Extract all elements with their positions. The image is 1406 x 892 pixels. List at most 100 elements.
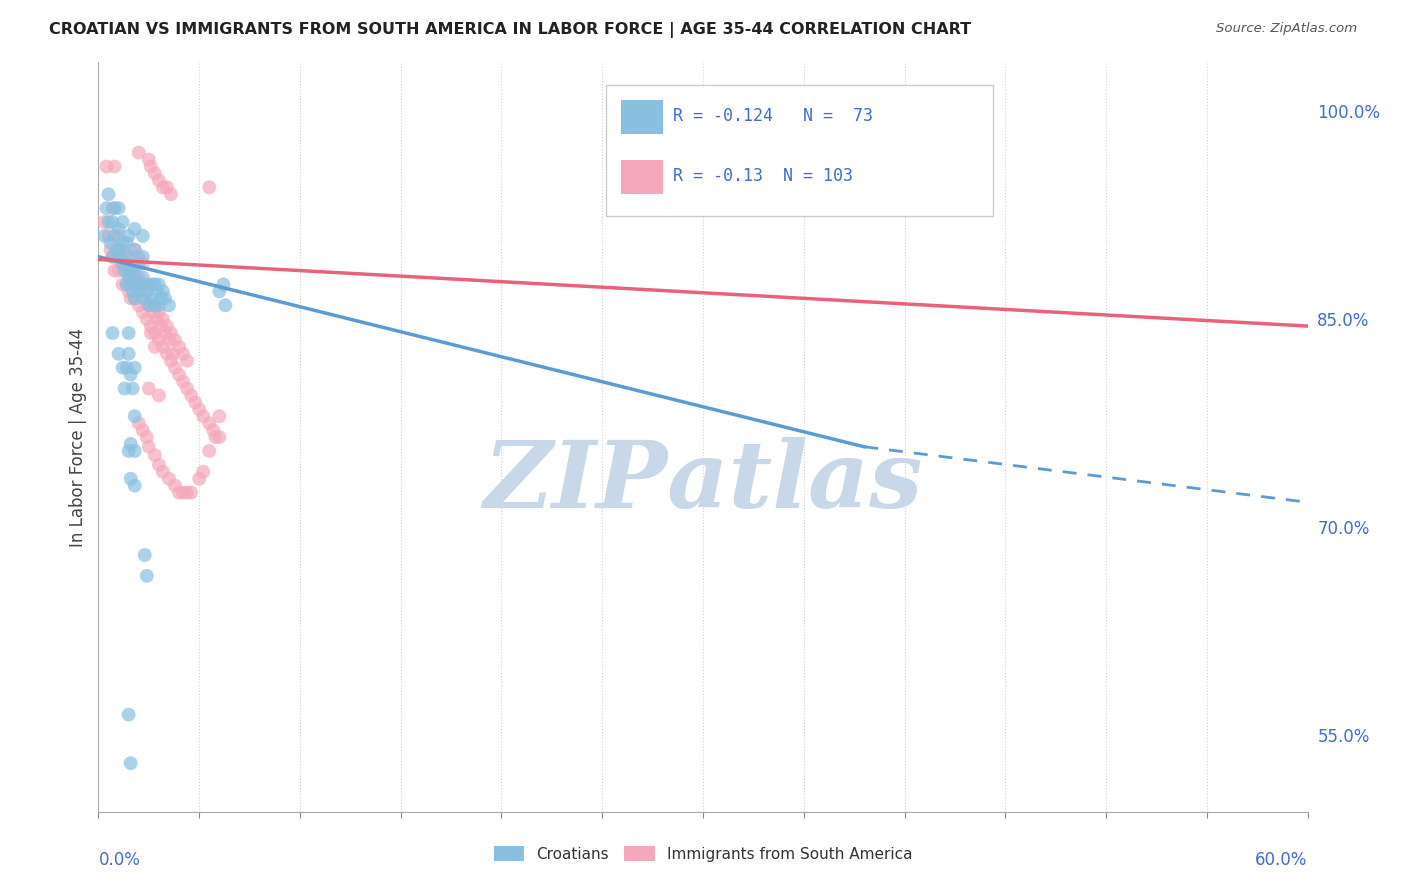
Point <box>103 160 125 174</box>
Point <box>115 277 138 292</box>
Point <box>167 368 190 382</box>
Point <box>163 478 186 492</box>
Point <box>153 291 176 305</box>
Point <box>138 382 160 396</box>
Point <box>139 291 162 305</box>
Point <box>143 277 166 292</box>
Point <box>135 285 157 299</box>
Point <box>120 291 142 305</box>
Bar <box>621 100 664 134</box>
Point <box>118 707 141 722</box>
Point <box>176 353 198 368</box>
Point <box>162 347 184 361</box>
Point <box>93 215 115 229</box>
Point <box>138 298 160 312</box>
Point <box>120 263 142 277</box>
Point <box>129 277 152 292</box>
Point <box>125 277 148 292</box>
Point <box>93 228 115 243</box>
Point <box>118 270 141 285</box>
Point <box>120 472 142 486</box>
Point <box>107 201 129 215</box>
Point <box>167 340 190 354</box>
Point <box>143 166 166 180</box>
Point <box>97 187 120 202</box>
Point <box>193 465 215 479</box>
Point <box>152 465 174 479</box>
Point <box>111 250 134 264</box>
Point <box>118 285 141 299</box>
Point <box>128 257 150 271</box>
Point <box>208 409 231 424</box>
Point <box>100 243 122 257</box>
Point <box>111 277 134 292</box>
Point <box>97 215 120 229</box>
Point <box>118 444 141 458</box>
Point <box>124 222 146 236</box>
Point <box>139 319 162 334</box>
Point <box>124 409 146 424</box>
Point <box>101 250 124 264</box>
Point <box>148 173 170 187</box>
Point <box>107 347 129 361</box>
Text: CROATIAN VS IMMIGRANTS FROM SOUTH AMERICA IN LABOR FORCE | AGE 35-44 CORRELATION: CROATIAN VS IMMIGRANTS FROM SOUTH AMERIC… <box>49 22 972 38</box>
Point <box>118 228 141 243</box>
Point <box>142 277 165 292</box>
Point <box>143 340 166 354</box>
Point <box>163 333 186 347</box>
Point <box>135 285 157 299</box>
Point <box>103 263 125 277</box>
Point <box>118 250 141 264</box>
Point <box>198 416 221 430</box>
Point <box>149 291 172 305</box>
Point <box>120 437 142 451</box>
Point <box>148 333 170 347</box>
Point <box>180 485 202 500</box>
Point <box>120 277 142 292</box>
Point <box>176 485 198 500</box>
Text: R = -0.124   N =  73: R = -0.124 N = 73 <box>672 107 873 126</box>
Point <box>101 326 124 340</box>
Point <box>146 285 169 299</box>
Point <box>153 326 176 340</box>
Point <box>134 291 156 305</box>
Point <box>111 360 134 375</box>
Point <box>103 228 125 243</box>
Point <box>124 270 146 285</box>
Point <box>96 201 118 215</box>
Point <box>101 215 124 229</box>
Point <box>143 326 166 340</box>
Point <box>132 250 155 264</box>
Point <box>114 263 136 277</box>
Point <box>143 448 166 462</box>
Point <box>124 243 146 257</box>
Point <box>128 285 150 299</box>
Point <box>118 347 141 361</box>
Point <box>115 360 138 375</box>
Point <box>111 215 134 229</box>
Point <box>118 250 141 264</box>
Point <box>163 360 186 375</box>
Point <box>152 312 174 326</box>
Point <box>138 153 160 167</box>
Point <box>156 180 179 194</box>
Point <box>132 305 155 319</box>
Point <box>100 235 122 250</box>
Point <box>167 485 190 500</box>
Point <box>152 340 174 354</box>
Point <box>124 263 146 277</box>
Point <box>146 312 169 326</box>
Point <box>160 353 183 368</box>
Point <box>198 180 221 194</box>
Point <box>111 235 134 250</box>
Point <box>156 347 179 361</box>
Point <box>156 319 179 334</box>
Bar <box>621 160 664 194</box>
Point <box>120 368 142 382</box>
Point <box>110 243 132 257</box>
Text: R = -0.13  N = 103: R = -0.13 N = 103 <box>672 168 853 186</box>
Point <box>105 250 128 264</box>
Point <box>157 333 180 347</box>
Point <box>134 548 156 562</box>
Point <box>96 160 118 174</box>
